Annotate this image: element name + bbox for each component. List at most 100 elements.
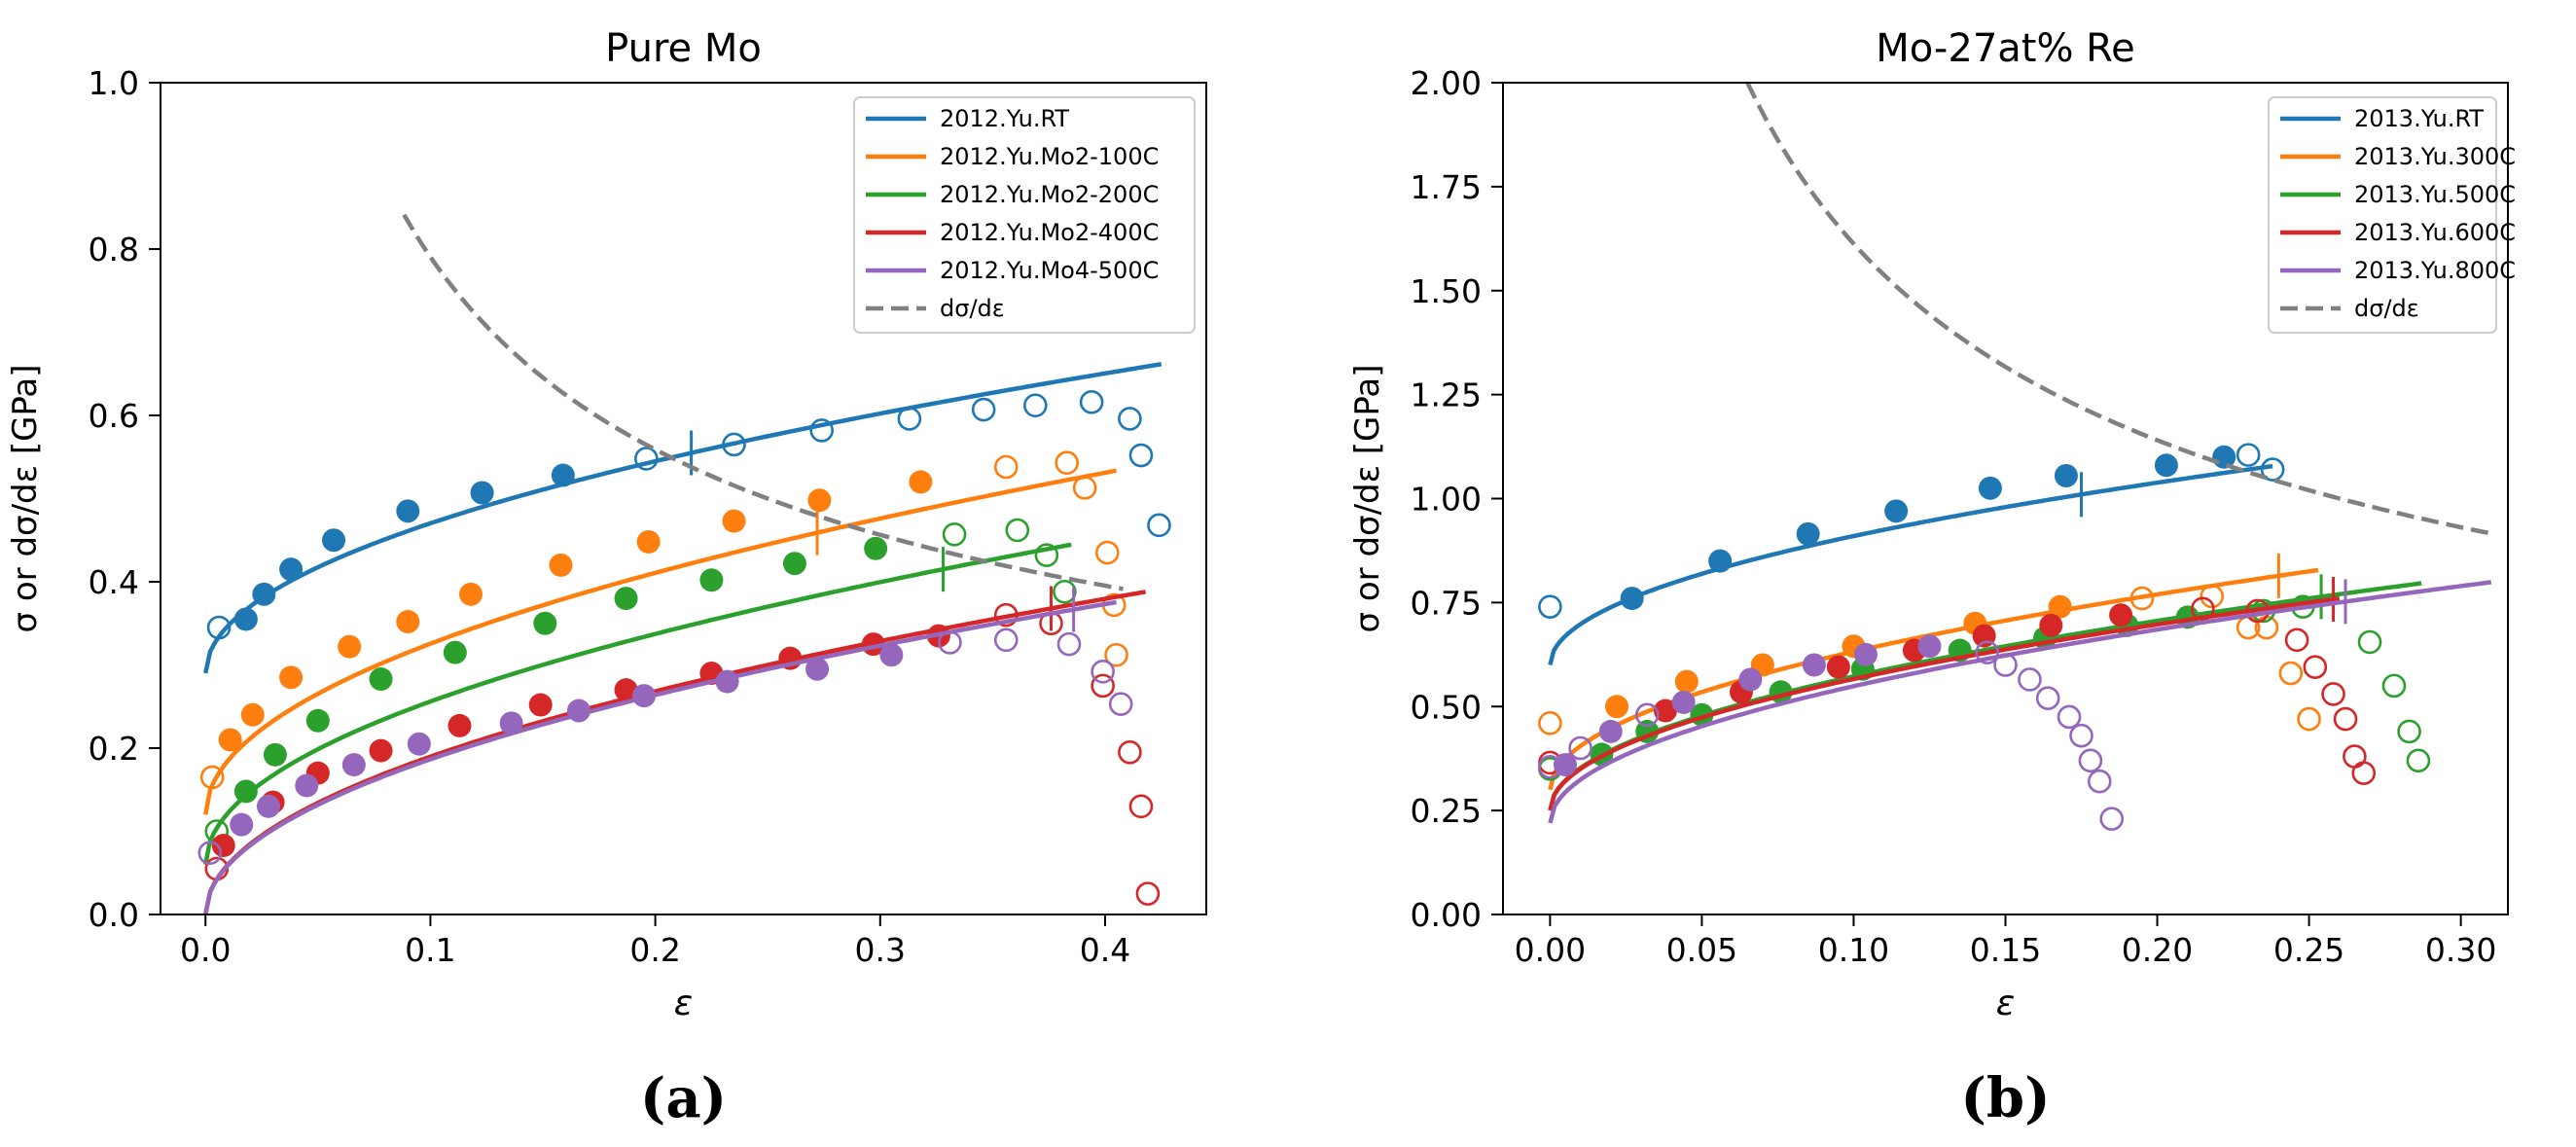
series-0-open-point xyxy=(722,432,746,457)
series-1-filled-point xyxy=(636,529,661,554)
series-0-filled-point xyxy=(2054,463,2078,487)
series-3-open-point xyxy=(1135,881,1161,906)
series-3-open-point xyxy=(2191,596,2215,622)
y-tick-label: 0.6 xyxy=(89,397,139,435)
y-tick-label: 1.00 xyxy=(1411,481,1482,519)
series-1-filled-point xyxy=(396,610,420,634)
series-4-open-point xyxy=(1091,660,1115,684)
series-2-open-point xyxy=(1053,579,1077,604)
series-0-filled-point xyxy=(322,528,346,553)
series-1-open-point xyxy=(993,454,1019,480)
series-1-filled-point xyxy=(218,728,242,752)
series-4-filled-point xyxy=(632,684,657,708)
series-0-open-point xyxy=(809,418,834,443)
plot-area xyxy=(197,213,1171,914)
y-axis-label: σ or dσ/dε [GPa] xyxy=(1348,365,1387,633)
series-2-open-point xyxy=(2406,748,2431,773)
derivative-curve xyxy=(1745,83,2492,536)
axes-frame xyxy=(1502,82,2509,915)
legend-label: dσ/dε xyxy=(2354,295,2419,322)
series-2-open-point xyxy=(2397,719,2421,744)
series-4-open-point xyxy=(197,841,223,866)
x-tick-label: 0.30 xyxy=(2425,931,2496,969)
series-2-open-point xyxy=(1034,543,1059,567)
series-1-filled-point xyxy=(240,702,265,727)
series-4-filled-point xyxy=(567,699,590,723)
series-2-filled-point xyxy=(533,611,557,635)
x-tick-label: 0.2 xyxy=(629,931,680,969)
series-4-fit-line xyxy=(202,599,1117,914)
series-4-open-point xyxy=(938,630,962,655)
series-0-filled-point xyxy=(551,463,575,487)
series-0-open-point xyxy=(971,397,996,422)
series-1-fit-line xyxy=(202,468,1117,815)
series-4-open-point xyxy=(1538,754,1562,779)
series-4-open-point xyxy=(1634,702,1660,728)
series-4-filled-point xyxy=(407,732,431,756)
series-0-open-point xyxy=(1079,390,1104,414)
series-1-open-point xyxy=(2129,586,2155,611)
y-tick-label: 1.0 xyxy=(89,64,139,102)
series-4-filled-point xyxy=(1738,667,1763,692)
series-4-fit-line xyxy=(1548,580,2492,824)
series-2-fit-line xyxy=(202,542,1072,866)
derivative-curve xyxy=(402,213,1124,591)
series-4-filled-point xyxy=(1598,719,1623,743)
series-3-open-point xyxy=(2343,744,2367,769)
series-2-filled-point xyxy=(305,708,330,733)
legend: 2012.Yu.RT 2012.Yu.Mo2-100C 2012.Yu.Mo2-20… xyxy=(853,96,1196,334)
series-2-open-point xyxy=(942,521,967,547)
legend-label: 2013.Yu.500C xyxy=(2354,181,2516,208)
legend-label: 2012.Yu.Mo4-500C xyxy=(940,257,1159,284)
series-1-open-point xyxy=(199,765,225,790)
series-4-filled-point xyxy=(805,657,830,681)
series-0-open-point xyxy=(634,447,659,471)
series-1-open-point xyxy=(1104,642,1128,667)
series-0-filled-point xyxy=(2154,453,2178,478)
x-tick-label: 0.20 xyxy=(2122,931,2193,969)
chart-panel-pure-mo: Pure Mo 0.0 0.1 0.2 0.3 0.4 0.0 0.2 0.4 0.6 0.8 1.0… xyxy=(6,26,1207,1130)
y-tick-label: 1.50 xyxy=(1411,272,1482,310)
y-tick-label: 1.25 xyxy=(1411,376,1482,414)
series-3-filled-point xyxy=(447,713,472,737)
y-tick-label: 0.2 xyxy=(89,730,139,768)
series-1-filled-point xyxy=(459,582,483,606)
legend-label: 2012.Yu.Mo2-100C xyxy=(940,143,1159,170)
y-tick-label: 0.25 xyxy=(1411,792,1482,830)
series-3-filled-point xyxy=(528,693,553,717)
series-3-open-point xyxy=(2321,682,2345,706)
y-tick-label: 0.50 xyxy=(1411,688,1482,726)
legend-label: 2013.Yu.RT xyxy=(2354,105,2484,132)
legend-label: 2013.Yu.300C xyxy=(2354,143,2516,170)
series-4-filled-point xyxy=(1917,634,1942,659)
y-tick-label: 2.00 xyxy=(1411,64,1482,102)
series-3-open-point xyxy=(1118,739,1142,765)
series-2-filled-point xyxy=(443,640,467,664)
series-1-filled-point xyxy=(1605,695,1629,719)
series-4-filled-point xyxy=(341,753,366,777)
x-tick-label: 0.25 xyxy=(2273,931,2344,969)
x-tick-label: 0.3 xyxy=(855,931,906,969)
y-tick-label: 0.0 xyxy=(89,896,139,934)
y-tick-label: 1.75 xyxy=(1411,168,1482,206)
x-tick-label: 0.05 xyxy=(1666,931,1737,969)
series-1-filled-point xyxy=(338,634,362,659)
series-3-filled-point xyxy=(2109,603,2133,627)
panel-label: (b) xyxy=(1960,1066,2050,1130)
series-4-open-point xyxy=(1975,640,2000,664)
series-3-filled-point xyxy=(1653,699,1677,723)
series-0-fit-line xyxy=(203,362,1163,674)
series-0-filled-point xyxy=(1708,549,1733,573)
series-4-filled-point xyxy=(499,711,523,735)
series-0-open-point xyxy=(1147,513,1171,538)
legend-label: 2013.Yu.600C xyxy=(2354,219,2516,246)
series-4-filled-point xyxy=(1802,653,1826,677)
series-4-filled-point xyxy=(1671,690,1696,714)
series-1-filled-point xyxy=(807,488,832,513)
series-0-open-point xyxy=(1538,594,1562,619)
series-0-filled-point xyxy=(470,481,494,505)
series-4-filled-point xyxy=(1853,642,1878,666)
series-3-open-point xyxy=(993,602,1019,627)
series-1-filled-point xyxy=(909,470,933,494)
series-2-filled-point xyxy=(614,587,638,611)
